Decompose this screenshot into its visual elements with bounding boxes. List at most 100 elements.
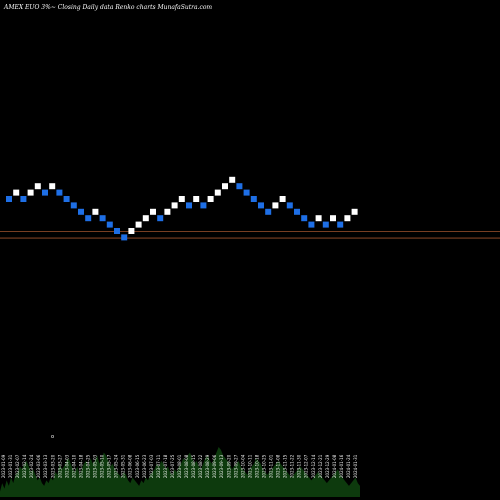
date-label: 2023-08-29	[205, 454, 210, 478]
date-label: 2023-06-15	[135, 454, 140, 478]
renko-brick-up	[214, 189, 221, 196]
date-label: 2023-12-07	[304, 454, 309, 478]
date-label: 2023-08-22	[198, 454, 203, 478]
renko-brick-up	[128, 228, 135, 234]
date-label: 2023-09-20	[226, 454, 231, 478]
renko-brick-up	[171, 202, 178, 209]
renko-brick-down	[301, 215, 308, 222]
renko-brick-up	[344, 215, 351, 222]
date-label: 2023-11-08	[276, 454, 281, 478]
date-label: 2023-08-08	[184, 454, 189, 478]
date-label: 2023-05-03	[93, 454, 98, 478]
renko-brick-down	[250, 196, 257, 202]
date-label: 2023-03-13	[43, 454, 48, 478]
renko-brick-up	[49, 183, 56, 190]
renko-brick-up	[150, 208, 156, 215]
renko-brick-up	[229, 176, 236, 183]
renko-brick-down	[56, 189, 63, 196]
date-label: 2023-10-04	[240, 454, 245, 478]
date-label: 2023-09-13	[219, 454, 224, 478]
renko-brick-down	[308, 221, 315, 228]
date-label: 2023-09-06	[212, 454, 217, 478]
renko-bricks	[6, 176, 358, 241]
date-label: 2023-08-15	[191, 454, 196, 478]
date-label: 2023-06-23	[142, 454, 147, 478]
renko-brick-down	[322, 221, 329, 228]
renko-brick-down	[70, 202, 77, 209]
renko-brick-down	[99, 215, 106, 222]
renko-brick-down	[63, 196, 70, 202]
volume-panel	[0, 447, 360, 497]
renko-brick-up	[164, 208, 171, 215]
renko-brick-down	[106, 221, 113, 228]
date-label: 2023-12-21	[318, 454, 323, 478]
date-axis-labels: 2023-01-09 2023-01-31 2023-02-07 2023-02-14…	[1, 454, 358, 478]
date-label: 2023-01-09	[1, 454, 6, 478]
date-label: 2023-10-25	[262, 454, 267, 478]
renko-brick-down	[42, 189, 48, 196]
date-label: 2023-06-08	[128, 454, 133, 478]
date-label: 2023-01-31	[8, 454, 13, 478]
date-label: 2023-11-30	[297, 454, 302, 478]
renko-brick-down	[294, 208, 300, 215]
renko-brick-up	[27, 189, 34, 196]
chart-title: AMEX EUO 3%~ Closing Daily data Renko ch…	[3, 4, 212, 11]
renko-brick-down	[85, 215, 92, 222]
renko-brick-up	[34, 183, 41, 190]
renko-brick-down	[114, 228, 120, 234]
renko-brick-down	[20, 196, 27, 202]
date-label: 2023-10-11	[247, 454, 252, 478]
renko-brick-up	[193, 196, 200, 202]
renko-brick-down	[6, 196, 12, 202]
date-label: 2023-12-29	[325, 454, 330, 478]
renko-brick-down	[157, 215, 164, 222]
renko-brick-up	[279, 196, 286, 202]
renko-brick-up	[178, 196, 185, 202]
date-label: 2023-03-06	[36, 454, 41, 478]
renko-brick-down	[78, 208, 84, 215]
renko-brick-up	[272, 202, 279, 209]
date-label: 2023-02-07	[15, 454, 20, 478]
date-label: 2023-08-01	[177, 454, 182, 478]
date-label: 2023-02-14	[22, 454, 27, 478]
date-label: 2023-05-24	[114, 454, 119, 478]
date-label: 2023-03-20	[50, 454, 55, 478]
date-label: 2023-10-18	[254, 454, 259, 478]
renko-brick-up	[315, 215, 322, 222]
renko-brick-down	[258, 202, 264, 209]
date-label: 2023-04-03	[64, 454, 69, 478]
renko-brick-down	[286, 202, 293, 209]
date-label: 2024-01-16	[339, 454, 344, 478]
date-label: 2023-05-17	[107, 454, 112, 478]
date-label: 2023-04-18	[78, 454, 83, 478]
renko-brick-down	[265, 208, 272, 215]
date-label: 2023-11-15	[283, 454, 288, 478]
date-label: 2023-02-24	[29, 454, 34, 478]
volume-marker: o	[51, 434, 54, 440]
renko-brick-up	[222, 183, 228, 190]
renko-brick-down	[121, 234, 128, 241]
renko-brick-down	[337, 221, 344, 228]
renko-brick-up	[92, 208, 99, 215]
date-label: 2024-01-24	[346, 454, 351, 478]
date-label: 2024-01-31	[353, 454, 358, 478]
date-label: 2023-07-18	[163, 454, 168, 478]
renko-brick-down	[200, 202, 207, 209]
renko-brick-up	[13, 189, 20, 196]
date-label: 2023-07-03	[149, 454, 154, 478]
date-label: 2023-04-25	[86, 454, 91, 478]
renko-brick-up	[351, 208, 358, 215]
renko-brick-up	[135, 221, 142, 228]
renko-brick-down	[236, 183, 243, 190]
date-label: 2023-07-25	[170, 454, 175, 478]
date-label: 2023-11-01	[269, 454, 274, 478]
date-label: 2023-05-31	[121, 454, 126, 478]
reference-lines	[0, 231, 500, 239]
date-label: 2023-12-14	[311, 454, 316, 478]
renko-brick-up	[142, 215, 149, 222]
renko-brick-up	[207, 196, 214, 202]
date-label: 2023-11-22	[290, 454, 295, 478]
date-label: 2023-07-11	[156, 454, 161, 478]
